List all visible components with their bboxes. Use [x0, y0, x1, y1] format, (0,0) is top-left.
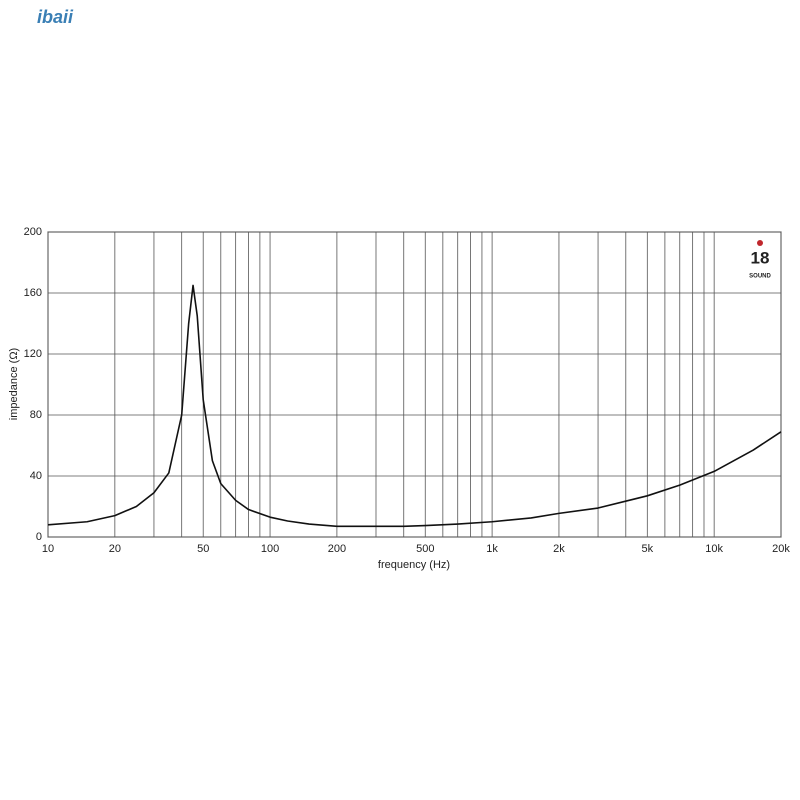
- y-tick-label: 200: [24, 226, 42, 238]
- brand-name: SOUND: [749, 274, 771, 280]
- y-tick-label: 0: [36, 531, 42, 543]
- watermark: ibaii: [37, 7, 74, 27]
- x-tick-label: 100: [261, 543, 279, 555]
- x-tick-label: 10: [42, 543, 54, 555]
- y-tick-label: 160: [24, 287, 42, 299]
- brand-icon: [757, 240, 763, 246]
- x-tick-label: 2k: [553, 543, 565, 555]
- x-tick-label: 500: [416, 543, 434, 555]
- x-tick-label: 200: [328, 543, 346, 555]
- y-tick-label: 80: [30, 409, 42, 421]
- y-axis-label: impedance (Ω): [8, 348, 20, 420]
- x-axis-label: frequency (Hz): [378, 559, 450, 571]
- x-tick-label: 20k: [772, 543, 790, 555]
- x-tick-label: 10k: [705, 543, 723, 555]
- x-tick-label: 20: [109, 543, 121, 555]
- x-tick-label: 5k: [641, 543, 653, 555]
- brand-number: 18: [751, 248, 770, 267]
- x-tick-label: 50: [197, 543, 209, 555]
- line: [47, 284, 782, 528]
- y-tick-label: 120: [24, 348, 42, 360]
- y-tick-label: 40: [30, 470, 42, 482]
- x-tick-label: 1k: [486, 543, 498, 555]
- plot-frame: [47, 231, 782, 538]
